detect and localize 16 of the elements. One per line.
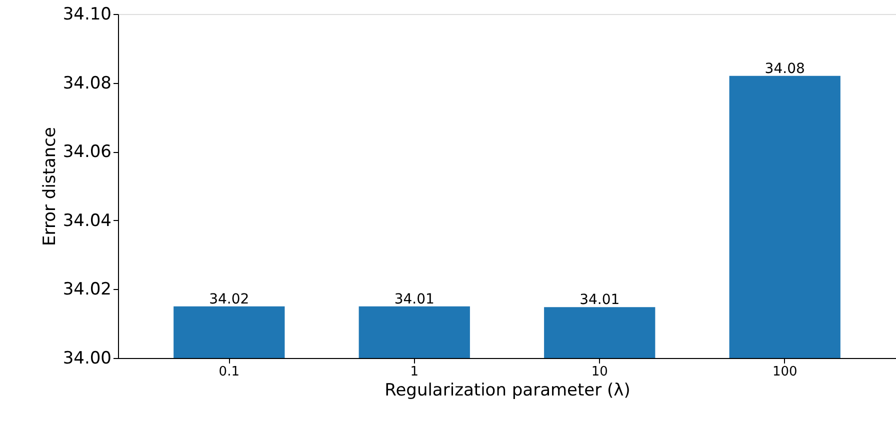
data-label: 34.08 [764, 60, 805, 77]
data-label: 34.02 [209, 291, 250, 308]
data-label: 34.01 [580, 292, 620, 308]
x-axis-title: Regularization parameter (λ) [384, 380, 630, 400]
y-tick-label: 34.08 [62, 73, 112, 94]
x-tick-label: 1 [410, 364, 419, 380]
x-tick-label: 0.1 [218, 364, 240, 380]
y-axis-title: Error distance [40, 127, 60, 246]
y-tick-label: 34.10 [62, 4, 112, 24]
y-tick-label: 34.00 [62, 348, 112, 368]
y-tick-label: 34.02 [62, 280, 112, 300]
data-label: 34.01 [394, 291, 434, 308]
x-tick-label: 10 [591, 364, 608, 380]
y-tick-label: 34.06 [62, 142, 112, 162]
y-tick-label: 34.04 [62, 210, 112, 231]
x-tick-label: 100 [772, 364, 798, 380]
